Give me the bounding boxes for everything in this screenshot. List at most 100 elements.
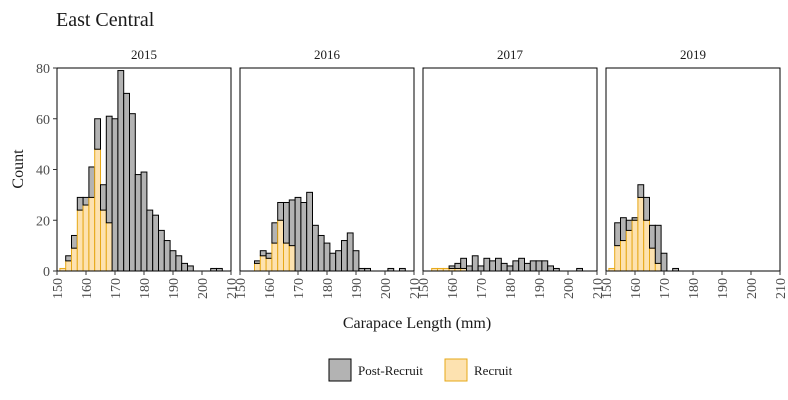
post-recruit-bar bbox=[76, 196, 84, 211]
post-recruit-bar bbox=[541, 260, 549, 272]
recruit-bar bbox=[649, 247, 656, 272]
recruit-bar bbox=[637, 196, 645, 272]
recruit-bar bbox=[254, 262, 261, 272]
post-recruit-bar bbox=[129, 113, 136, 272]
post-recruit-bar bbox=[329, 252, 337, 272]
post-recruit-bar bbox=[471, 255, 479, 272]
post-recruit-bar bbox=[524, 262, 531, 272]
x-tick-label: 200 bbox=[379, 278, 394, 299]
post-recruit-bar bbox=[71, 234, 78, 249]
recruit-bar bbox=[76, 209, 84, 272]
post-recruit-bar bbox=[140, 171, 148, 272]
post-recruit-bar bbox=[300, 201, 308, 272]
x-tick-label: 180 bbox=[504, 278, 519, 299]
post-recruit-bar bbox=[535, 260, 543, 272]
facet-panels: 2015 150 160 170 180 190 200 210 0 20 40 60 80 2016 15… bbox=[36, 47, 788, 299]
x-tick-label: 200 bbox=[745, 278, 760, 299]
x-tick-label: 160 bbox=[263, 278, 278, 299]
x-tick-label: 190 bbox=[167, 278, 182, 299]
post-recruit-bar bbox=[123, 92, 130, 272]
x-tick-label: 150 bbox=[417, 278, 432, 299]
post-recruit-bar bbox=[341, 240, 348, 272]
post-recruit-bar bbox=[312, 224, 319, 272]
legend-key-post-recruit bbox=[328, 358, 352, 382]
x-tick-label: 190 bbox=[716, 278, 731, 299]
x-tick-label: 170 bbox=[658, 278, 673, 299]
legend: Post-Recruit Recruit bbox=[328, 358, 513, 382]
post-recruit-bar bbox=[163, 240, 171, 272]
post-recruit-bar bbox=[654, 224, 662, 264]
facet-panel-2015: 2015 150 160 170 180 190 200 210 0 20 40 60 80 bbox=[36, 47, 240, 299]
post-recruit-bar bbox=[466, 265, 473, 272]
x-tick-label: 200 bbox=[196, 278, 211, 299]
post-recruit-bar bbox=[152, 214, 159, 272]
post-recruit-bar bbox=[105, 115, 113, 224]
recruit-bar bbox=[288, 245, 296, 272]
post-recruit-bar bbox=[512, 260, 520, 272]
post-recruit-bar bbox=[483, 257, 491, 272]
legend-label: Recruit bbox=[474, 363, 513, 378]
recruit-bar bbox=[259, 255, 267, 272]
recruit-bar bbox=[82, 204, 90, 272]
recruit-bar bbox=[100, 209, 107, 272]
y-tick-label: 60 bbox=[36, 113, 50, 128]
post-recruit-bar bbox=[271, 222, 279, 244]
recruit-bar bbox=[94, 148, 101, 272]
y-tick-label: 80 bbox=[36, 62, 50, 77]
recruit-bar bbox=[620, 240, 627, 272]
post-recruit-bar bbox=[660, 252, 668, 272]
post-recruit-bar bbox=[94, 118, 101, 150]
recruit-bar bbox=[271, 242, 279, 272]
recruit-bar bbox=[283, 242, 290, 272]
post-recruit-bar bbox=[146, 209, 154, 272]
post-recruit-bar bbox=[625, 219, 633, 231]
recruit-bar bbox=[625, 229, 633, 272]
post-recruit-bar bbox=[352, 250, 360, 272]
x-tick-label: 210 bbox=[225, 278, 240, 299]
post-recruit-bar bbox=[614, 222, 622, 247]
post-recruit-bar bbox=[495, 257, 502, 272]
x-tick-label: 150 bbox=[600, 278, 615, 299]
recruit-bar bbox=[654, 262, 662, 272]
recruit-bar bbox=[65, 260, 72, 272]
x-tick-label: 160 bbox=[80, 278, 95, 299]
x-tick-label: 210 bbox=[774, 278, 788, 299]
legend-key-recruit bbox=[444, 358, 468, 382]
post-recruit-bar bbox=[460, 257, 468, 269]
panel-border bbox=[422, 67, 598, 272]
x-axis-title: Carapace Length (mm) bbox=[343, 315, 491, 332]
x-tick-label: 190 bbox=[533, 278, 548, 299]
post-recruit-bar bbox=[294, 196, 302, 272]
x-tick-label: 160 bbox=[629, 278, 644, 299]
post-recruit-bar bbox=[649, 224, 656, 249]
recruit-bar bbox=[631, 219, 639, 272]
post-recruit-bar bbox=[134, 174, 142, 272]
facet-label: 2016 bbox=[314, 47, 341, 62]
recruit-bar bbox=[614, 245, 622, 272]
post-recruit-bar bbox=[111, 118, 119, 272]
post-recruit-bar bbox=[335, 250, 343, 272]
post-recruit-bar bbox=[306, 191, 314, 272]
x-tick-label: 180 bbox=[138, 278, 153, 299]
post-recruit-bar bbox=[169, 250, 177, 272]
x-tick-label: 160 bbox=[446, 278, 461, 299]
y-tick-label: 0 bbox=[43, 265, 50, 280]
post-recruit-bar bbox=[181, 262, 188, 272]
facet-panel-2016: 2016 150 160 170 180 190 200 210 bbox=[234, 47, 423, 299]
post-recruit-bar bbox=[643, 196, 651, 221]
post-recruit-bar bbox=[158, 229, 165, 272]
recruit-bar bbox=[105, 222, 113, 272]
post-recruit-bar bbox=[631, 217, 639, 221]
x-tick-label: 180 bbox=[321, 278, 336, 299]
post-recruit-bar bbox=[317, 234, 325, 272]
x-tick-label: 190 bbox=[350, 278, 365, 299]
recruit-bar bbox=[88, 196, 96, 272]
x-tick-label: 200 bbox=[562, 278, 577, 299]
post-recruit-bar bbox=[346, 232, 354, 272]
recruit-bar bbox=[265, 257, 273, 272]
x-tick-label: 170 bbox=[292, 278, 307, 299]
facet-label: 2019 bbox=[680, 47, 706, 62]
post-recruit-bar bbox=[265, 252, 273, 259]
post-recruit-bar bbox=[477, 265, 485, 272]
